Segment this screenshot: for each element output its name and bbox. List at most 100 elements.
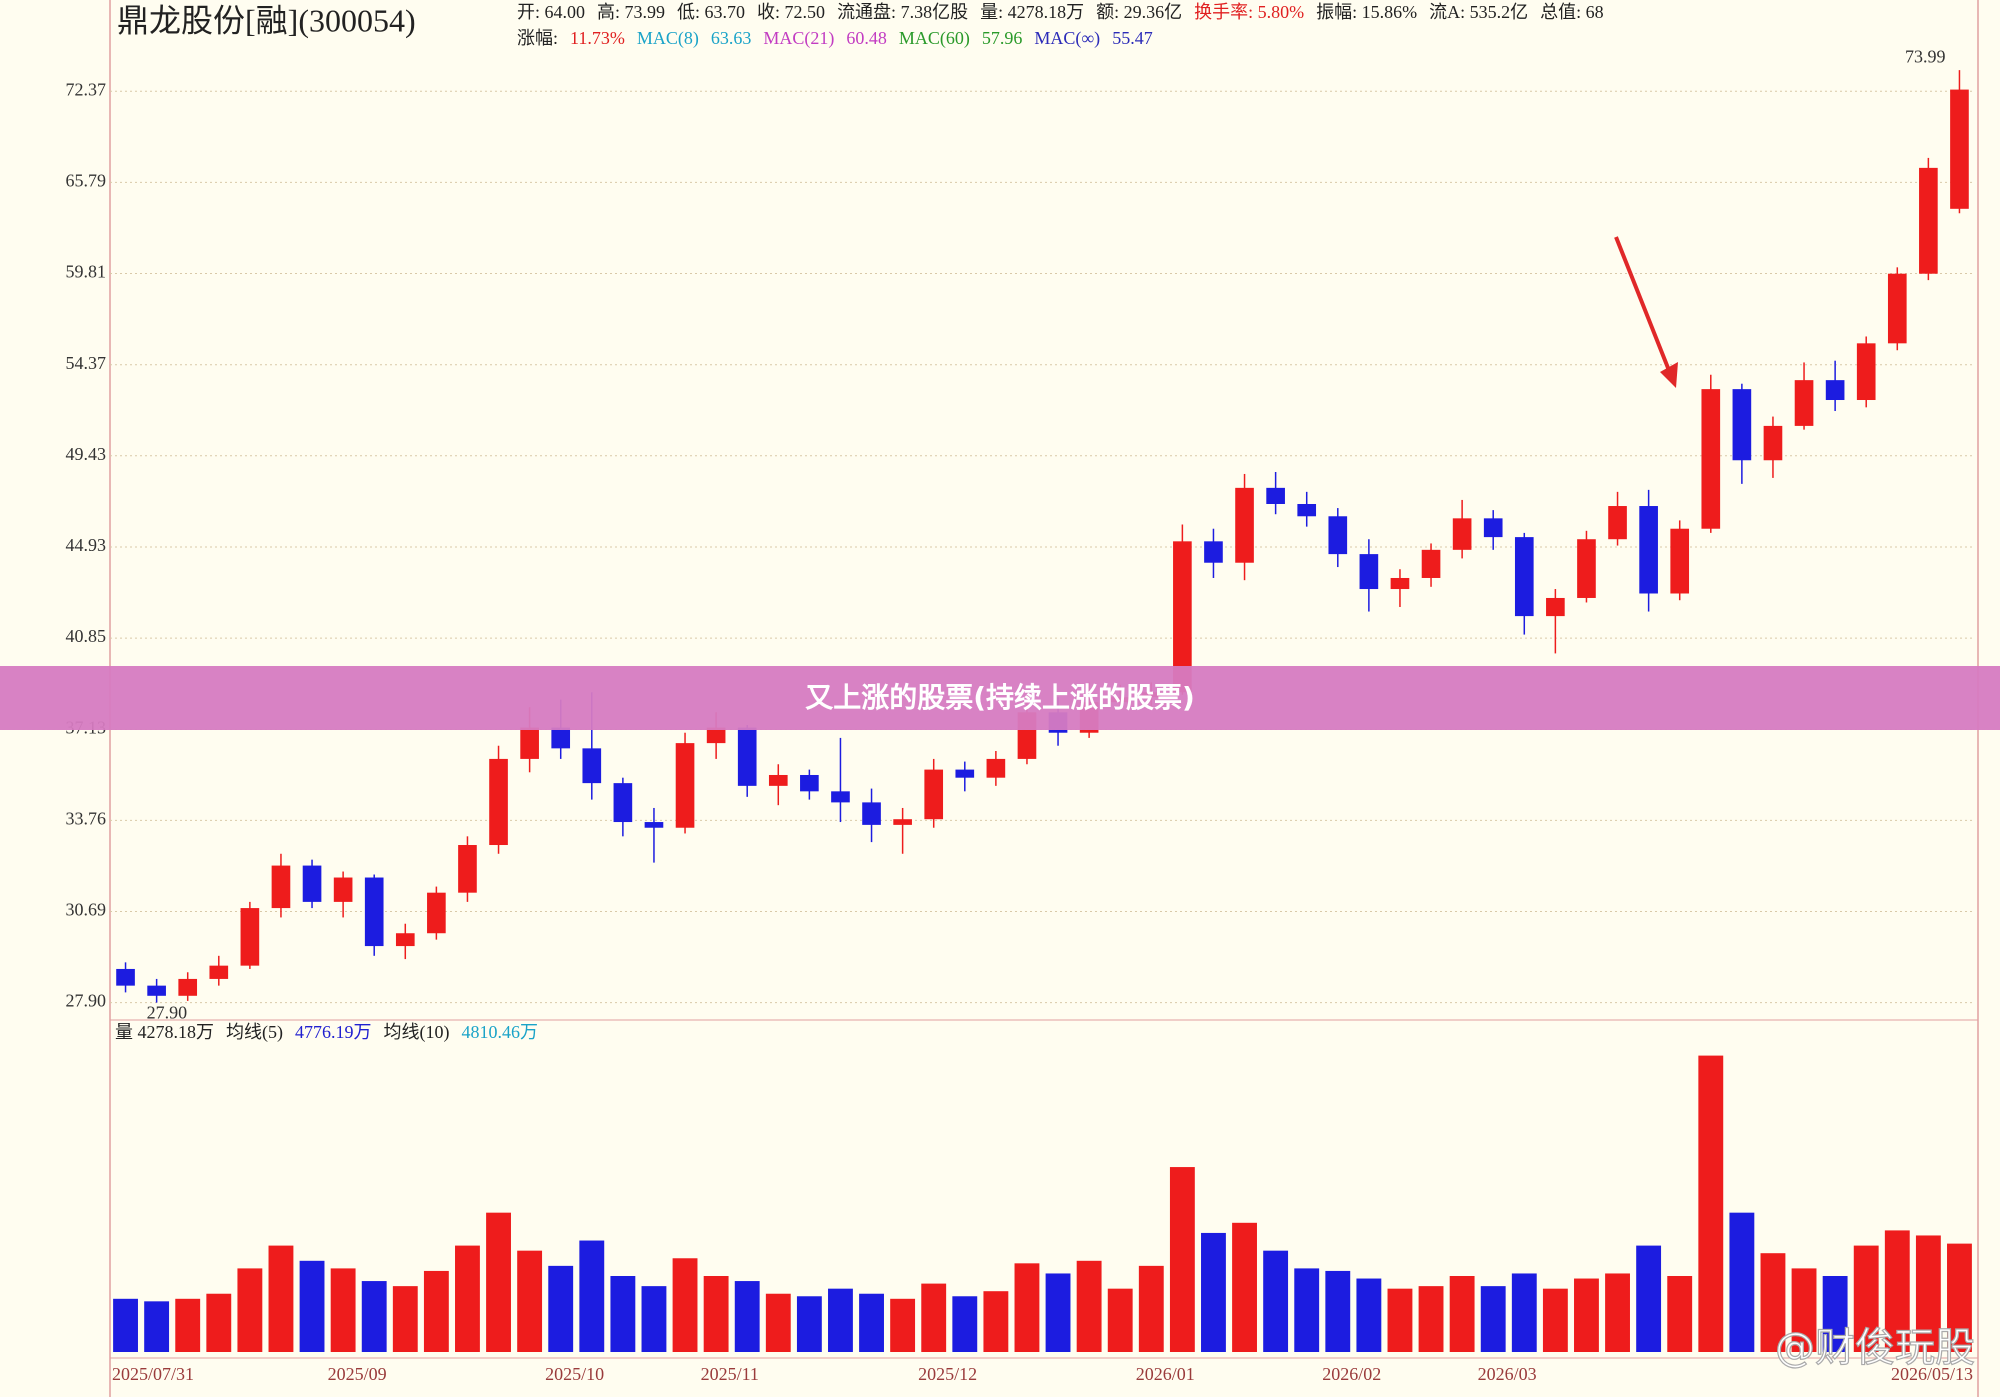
volume-bar [1169, 1167, 1195, 1352]
candle-body [178, 978, 198, 996]
y-tick-label: 33.76 [66, 808, 107, 828]
volume-bar [672, 1258, 698, 1352]
text-item: MAC(∞) [1034, 28, 1100, 49]
text-item: 低: 63.70 [677, 2, 745, 22]
volume-bar [206, 1293, 232, 1352]
volume-bar [361, 1281, 387, 1352]
text-item: MAC(21) [763, 28, 834, 49]
volume-bar [113, 1298, 138, 1352]
candle-body [1763, 425, 1783, 461]
candle-body [1608, 506, 1627, 540]
volume-bar [1138, 1265, 1164, 1352]
candle-body [986, 758, 1006, 778]
text-item: MAC(8) [637, 28, 699, 49]
candle-body [1794, 380, 1814, 426]
volume-bar [144, 1301, 170, 1352]
candle-body [458, 845, 477, 893]
candle-body [1950, 89, 1969, 209]
y-tick-label: 27.90 [66, 991, 107, 1011]
volume-bar [268, 1245, 294, 1352]
text-item: MAC(60) [899, 28, 970, 49]
volume-bar [828, 1288, 853, 1352]
candle-body [582, 748, 602, 784]
x-tick-label: 2026/03 [1478, 1364, 1537, 1384]
volume-bar [952, 1296, 978, 1352]
volume-bar [1667, 1276, 1693, 1352]
candle-body [1919, 167, 1938, 274]
candle-body [862, 802, 881, 825]
volume-bar [703, 1276, 729, 1352]
volume-legend: 量 4278.18万 均线(5) 4776.19万 均线(10) 4810.46万 [115, 1022, 538, 1043]
text-item: 均线(5) [226, 1022, 283, 1043]
volume-bar [1729, 1212, 1755, 1352]
candle-body [706, 727, 726, 744]
candle-body [1204, 541, 1223, 563]
x-tick-label: 2026/02 [1322, 1364, 1381, 1384]
volume-bar [1045, 1273, 1071, 1352]
watermark: @财俊玩股 [1775, 1325, 1975, 1371]
y-tick-label: 40.85 [66, 626, 107, 646]
candle-body [333, 877, 353, 902]
ma-row: 涨幅: 11.73% MAC(8) 63.63 MAC(21) 60.48 MAC(60) 5… [517, 28, 1153, 49]
text-item: 流A: 535.2亿 [1429, 2, 1528, 22]
candle-body [427, 892, 446, 934]
volume-bar [1325, 1270, 1351, 1352]
text-item: 57.96 [982, 28, 1023, 48]
candle-body [831, 791, 850, 803]
y-tick-label: 72.37 [66, 79, 107, 99]
volume-bar [1294, 1268, 1320, 1352]
volume-bar [579, 1240, 605, 1352]
volume-bar [1232, 1222, 1257, 1352]
candle-body [1514, 537, 1534, 617]
text-item: 60.48 [846, 28, 887, 48]
candle-body [1390, 577, 1410, 590]
candle-body [1887, 273, 1907, 344]
volume-bar [1418, 1286, 1444, 1352]
y-tick-label: 30.69 [66, 900, 107, 920]
text-item: 均线(10) [384, 1022, 450, 1043]
arrow-head [1660, 362, 1678, 388]
candle-body [893, 819, 912, 825]
text-item: 55.47 [1112, 28, 1153, 48]
text-item: 换手率: 5.80% [1194, 2, 1304, 22]
volume-bar [1449, 1276, 1475, 1352]
volume-bar [1884, 1230, 1910, 1352]
volume-bar [1574, 1278, 1599, 1352]
banner [0, 666, 2000, 730]
text-item: 4810.46万 [462, 1022, 539, 1042]
text-item: 涨幅: [517, 28, 558, 48]
volume-bar [548, 1265, 574, 1352]
candle-body [1235, 487, 1254, 563]
candle-body [1359, 554, 1379, 590]
text-item: 振幅: 15.86% [1316, 2, 1417, 22]
text-item: 11.73% [570, 28, 625, 48]
volume-bar [1356, 1278, 1382, 1352]
candle-body [1421, 549, 1441, 578]
volume-bar [1263, 1250, 1289, 1352]
candle-body [675, 743, 695, 828]
volume-bar [237, 1268, 263, 1352]
x-tick-label: 2026/01 [1136, 1364, 1195, 1384]
candle-body [364, 877, 384, 947]
candle-body [800, 774, 819, 792]
candle-body [1546, 597, 1565, 617]
text-item: 额: 29.36亿 [1096, 2, 1182, 22]
volume-bar [1760, 1253, 1786, 1352]
volume-bar [1511, 1273, 1537, 1352]
volume-bar [1822, 1276, 1848, 1352]
banner-text: 又上涨的股票(持续上涨的股票) [805, 681, 1195, 714]
candle-body [1297, 503, 1317, 517]
volume-bar [921, 1283, 947, 1352]
text-item: 63.63 [711, 28, 752, 48]
candle-body [271, 865, 291, 909]
volume-bar [1791, 1268, 1817, 1352]
candle-body [116, 968, 135, 986]
candle-body [489, 758, 508, 846]
volume-bar [1480, 1286, 1506, 1352]
text-item: 流通盘: 7.38亿股 [837, 2, 968, 22]
volume-bar [1853, 1245, 1879, 1352]
candle-body [924, 769, 944, 820]
candle-body [768, 774, 788, 786]
y-tick-label: 44.93 [66, 535, 107, 555]
